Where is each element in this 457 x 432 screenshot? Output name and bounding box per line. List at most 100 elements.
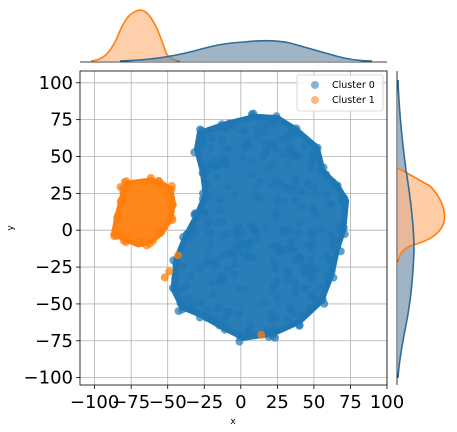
cluster-0-point: [290, 196, 299, 205]
cluster-0-point: [210, 315, 219, 324]
cluster-0-point: [277, 247, 286, 256]
cluster-0-point: [306, 304, 315, 313]
y-tick-label: 50: [50, 147, 73, 168]
series-cluster-1: [110, 173, 266, 339]
x-tick-label: 100: [370, 392, 404, 413]
cluster-0-point: [202, 313, 211, 322]
cluster-0-point: [309, 227, 318, 236]
cluster-1-point: [135, 237, 144, 246]
cluster-0-point: [304, 180, 313, 189]
cluster-0-point: [171, 274, 180, 283]
cluster-0-point: [318, 295, 327, 304]
ticks: −100−75−50−25 0 25 50 75 100−100−75−50−250255…: [24, 73, 405, 413]
x-tick-label: 50: [302, 392, 325, 413]
cluster-0-point: [253, 132, 262, 141]
cluster-0-point: [272, 177, 281, 186]
cluster-0-point: [306, 268, 315, 277]
cluster-0-point: [176, 299, 185, 308]
cluster-0-point: [207, 279, 216, 288]
cluster-0-point: [273, 276, 282, 285]
cluster-0-point: [290, 183, 299, 192]
cluster-0-point: [246, 237, 255, 246]
cluster-1-outlier-point: [257, 330, 266, 339]
cluster-0-point: [215, 321, 224, 330]
cluster-0-point: [322, 170, 331, 179]
cluster-0-point: [215, 277, 224, 286]
cluster-0-point: [260, 223, 269, 232]
cluster-0-point: [211, 258, 220, 267]
cluster-0-point: [317, 225, 326, 234]
cluster-0-point: [319, 163, 328, 172]
cluster-0-point: [269, 116, 278, 125]
cluster-0-point: [179, 233, 188, 242]
cluster-0-point: [290, 278, 299, 287]
cluster-0-point: [206, 228, 215, 237]
y-tick-label: −100: [24, 368, 73, 389]
cluster-0-point: [336, 224, 345, 233]
cluster-0-point: [248, 112, 257, 121]
cluster-0-point: [260, 138, 269, 147]
cluster-0-point: [280, 196, 289, 205]
y-tick-label: 0: [62, 220, 73, 241]
legend-label-cluster-1: Cluster 1: [332, 95, 375, 106]
x-tick-label: −100: [70, 392, 119, 413]
cluster-1-point: [164, 217, 173, 226]
cluster-0-point: [197, 126, 206, 135]
x-tick-label: 0: [235, 392, 246, 413]
cluster-0-point: [247, 157, 256, 166]
x-tick-label: −50: [149, 392, 187, 413]
cluster-0-point: [184, 293, 193, 302]
cluster-0-point: [294, 229, 303, 238]
cluster-0-point: [191, 210, 200, 219]
cluster-0-point: [281, 183, 290, 192]
cluster-0-point: [224, 265, 233, 274]
cluster-0-point: [297, 203, 306, 212]
cluster-0-point: [218, 218, 227, 227]
cluster-0-point: [316, 284, 325, 293]
cluster-1-point: [112, 231, 121, 240]
cluster-1-outlier-point: [160, 273, 169, 282]
cluster-0-point: [203, 258, 212, 267]
cluster-1-point: [120, 194, 129, 203]
cluster-0-point: [340, 230, 349, 239]
cluster-0-point: [207, 134, 216, 143]
cluster-0-point: [243, 137, 252, 146]
y-axis-label: y: [6, 225, 16, 231]
cluster-0-point: [172, 259, 181, 268]
main-axes: −100−75−50−25 0 25 50 75 100−100−75−50−250255…: [24, 70, 405, 413]
x-tick-label: 75: [339, 392, 362, 413]
cluster-0-point: [209, 290, 218, 299]
cluster-0-point: [329, 178, 338, 187]
cluster-0-point: [215, 303, 224, 312]
cluster-0-point: [239, 229, 248, 238]
cluster-0-point: [268, 287, 277, 296]
cluster-0-point: [197, 299, 206, 308]
cluster-0-point: [300, 142, 309, 151]
cluster-0-point: [231, 191, 240, 200]
cluster-1-point: [145, 239, 154, 248]
cluster-0-point: [204, 193, 213, 202]
legend-marker-cluster-0: [311, 81, 319, 89]
cluster-0-point: [173, 286, 182, 295]
cluster-0-point: [249, 225, 258, 234]
y-tick-label: 75: [50, 110, 73, 131]
cluster-0-point: [245, 253, 254, 262]
y-tick-label: −75: [35, 331, 73, 352]
cluster-0-point: [220, 325, 229, 334]
right-marginal-cluster-0-line: [397, 79, 415, 379]
cluster-0-point: [215, 206, 224, 215]
cluster-1-point: [168, 200, 177, 209]
cluster-0-point: [233, 230, 242, 239]
cluster-0-point: [286, 236, 295, 245]
cluster-0-point: [212, 173, 221, 182]
cluster-0-point: [291, 290, 300, 299]
cluster-0-point: [251, 191, 260, 200]
cluster-0-point: [231, 259, 240, 268]
cluster-0-point: [297, 314, 306, 323]
cluster-0-point: [203, 306, 212, 315]
cluster-0-point: [238, 127, 247, 136]
legend-label-cluster-0: Cluster 0: [332, 80, 375, 91]
cluster-0-point: [222, 122, 231, 131]
cluster-0-point: [285, 137, 294, 146]
cluster-0-point: [312, 211, 321, 220]
